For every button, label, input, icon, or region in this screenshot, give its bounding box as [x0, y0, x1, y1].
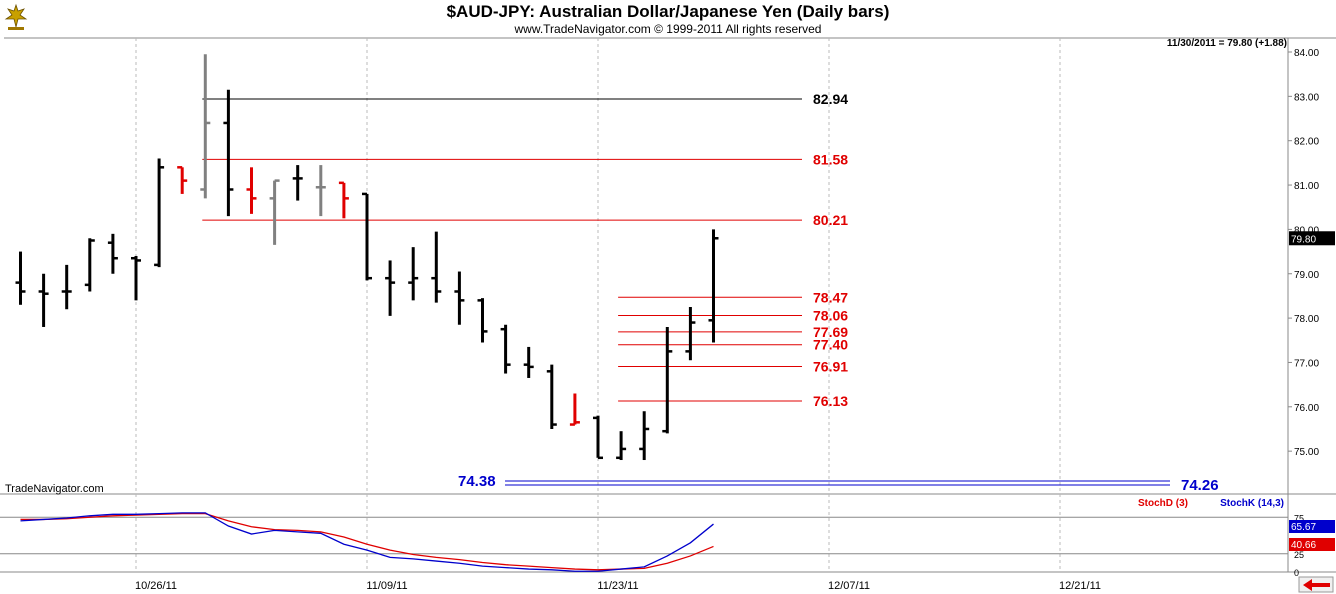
ohlc-bar [593, 415, 603, 460]
y-tick-label: 79.00 [1294, 270, 1319, 281]
x-tick-label: 12/07/11 [828, 580, 870, 592]
ohlc-bar [15, 251, 26, 305]
grid-lines [0, 37, 1336, 573]
y-tick-label: 77.00 [1294, 358, 1319, 369]
ohlc-bar [569, 393, 580, 426]
x-tick-label: 11/09/11 [366, 580, 407, 592]
level-label: 80.21 [813, 212, 848, 228]
blue-level-label: 74.26 [1181, 477, 1219, 494]
y-tick-label: 82.00 [1294, 137, 1319, 148]
last-value-label: 11/30/2011 = 79.80 (+1.88) [1167, 38, 1287, 49]
ohlc-bar [61, 264, 72, 310]
ohlc-bar [385, 260, 396, 316]
stochk-value-label: 65.67 [1291, 522, 1316, 533]
ohlc-bar [408, 247, 419, 301]
stoch-y-tick-label: 0 [1294, 568, 1299, 578]
ohlc-bar [131, 256, 141, 301]
stochd-value-tag [1289, 538, 1335, 551]
ohlc-bar [431, 231, 442, 303]
level-label: 78.47 [813, 289, 848, 305]
stochk-value-tag [1289, 520, 1335, 533]
ohlc-bar [292, 165, 303, 201]
level-label: 76.13 [813, 393, 848, 409]
ohlc-bar [500, 324, 511, 374]
level-label: 76.91 [813, 358, 848, 374]
date-axis: 10/26/11 11/09/11 11/23/11 12/07/11 12/21/11 [135, 580, 1101, 592]
ohlc-bar [38, 273, 49, 327]
ohlc-bar [315, 165, 326, 217]
chart-title: $AUD-JPY: Australian Dollar/Japanese Yen… [446, 2, 890, 21]
ohlc-bar [246, 167, 257, 214]
trade-navigator-logo-icon[interactable] [4, 3, 28, 31]
y-tick-label: 81.00 [1294, 181, 1319, 192]
ohlc-bar [269, 179, 280, 245]
copyright-notice: www.TradeNavigator.com © 1999-2011 All r… [514, 22, 822, 36]
y-tick-label: 78.00 [1294, 314, 1319, 325]
stoch-y-tick-label: 75 [1294, 513, 1304, 523]
price-axis: 84.00 83.00 82.00 81.00 80.00 79.00 78.00 77.00… [1288, 48, 1335, 458]
ohlc-bar [662, 326, 673, 434]
price-bars [15, 54, 719, 461]
stoch-series-line [20, 512, 714, 572]
y-tick-label: 75.00 [1294, 447, 1319, 458]
scroll-arrow-icon[interactable] [1298, 576, 1334, 593]
stochastics-panel: 75 25 0 65.67 40.66 [0, 512, 1335, 578]
stochk-legend: StochK (14,3) [1220, 498, 1284, 509]
ohlc-bar [362, 192, 372, 281]
ohlc-bar [223, 89, 234, 217]
x-tick-label: 11/23/11 [597, 580, 638, 592]
blue-level-label: 74.38 [458, 473, 496, 490]
ohlc-bar [200, 54, 211, 199]
level-label: 77.40 [813, 337, 848, 353]
ohlc-bar [523, 346, 534, 378]
x-tick-label: 12/21/11 [1059, 580, 1101, 592]
stoch-series-line [20, 512, 714, 571]
ohlc-bar [708, 229, 719, 343]
stochd-value-label: 40.66 [1291, 540, 1316, 551]
level-label: 78.06 [813, 307, 848, 323]
ohlc-bar [454, 271, 465, 325]
stochd-legend: StochD (3) [1138, 498, 1188, 509]
level-label: 82.94 [813, 91, 848, 107]
watermark: TradeNavigator.com [5, 483, 104, 495]
ohlc-bar [177, 166, 188, 194]
last-price-tag [1289, 231, 1335, 246]
ohlc-bar [477, 298, 488, 343]
ohlc-bar [639, 411, 650, 461]
stoch-y-tick-label: 25 [1294, 550, 1304, 560]
ohlc-bar [107, 233, 118, 274]
y-tick-label: 80.00 [1294, 225, 1319, 236]
y-tick-label: 83.00 [1294, 92, 1319, 103]
ohlc-bar [154, 158, 165, 268]
ohlc-bar [338, 181, 349, 219]
last-price-label: 79.80 [1291, 234, 1316, 245]
ohlc-bar [685, 307, 696, 361]
x-tick-label: 10/26/11 [135, 580, 177, 592]
y-tick-label: 76.00 [1294, 403, 1319, 414]
ohlc-bar [616, 431, 627, 461]
ohlc-bar [84, 238, 95, 292]
ohlc-bar [546, 364, 557, 429]
level-label: 77.69 [813, 324, 848, 340]
level-label: 81.58 [813, 151, 848, 167]
y-tick-label: 84.00 [1294, 48, 1319, 59]
